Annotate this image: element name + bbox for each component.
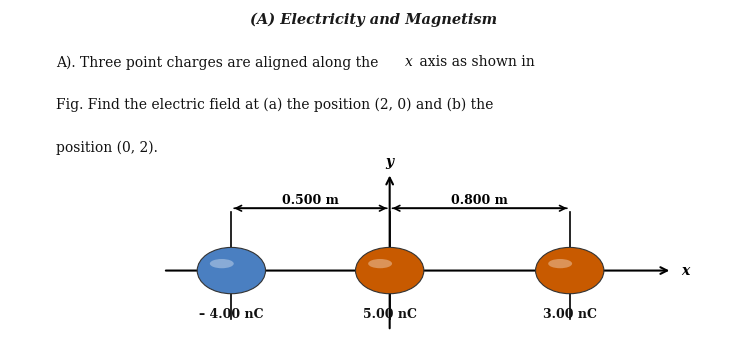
Text: y: y xyxy=(386,155,393,169)
Ellipse shape xyxy=(197,247,266,294)
Text: – 4.00 nC: – 4.00 nC xyxy=(199,308,263,321)
Text: 0.500 m: 0.500 m xyxy=(282,194,339,207)
Text: (A) Electricity and Magnetism: (A) Electricity and Magnetism xyxy=(251,12,497,27)
Text: A). Three point charges are aligned along the: A). Three point charges are aligned alon… xyxy=(56,55,383,69)
Text: position (0, 2).: position (0, 2). xyxy=(56,141,158,155)
Text: Fig. Find the electric field at (a) the position (2, 0) and (b) the: Fig. Find the electric field at (a) the … xyxy=(56,98,494,112)
Ellipse shape xyxy=(548,259,572,268)
Text: x: x xyxy=(681,263,690,278)
Ellipse shape xyxy=(210,259,233,268)
Text: 5.00 nC: 5.00 nC xyxy=(363,308,417,321)
Text: 0.800 m: 0.800 m xyxy=(451,194,508,207)
Ellipse shape xyxy=(536,247,604,294)
Ellipse shape xyxy=(355,247,424,294)
Text: x: x xyxy=(405,55,413,69)
Text: 3.00 nC: 3.00 nC xyxy=(543,308,597,321)
Text: axis as shown in: axis as shown in xyxy=(414,55,535,69)
Ellipse shape xyxy=(368,259,392,268)
